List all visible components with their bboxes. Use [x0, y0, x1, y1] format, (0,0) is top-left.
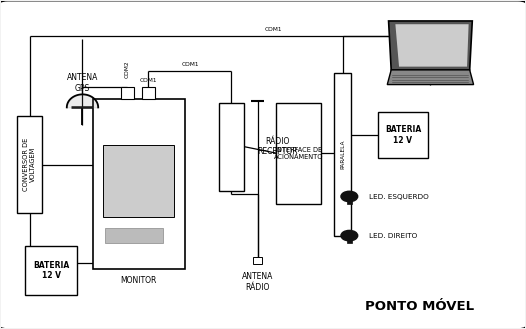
- Bar: [25, 246, 77, 295]
- Bar: [104, 145, 174, 217]
- Text: RÁDIO
RECEPTOR: RÁDIO RECEPTOR: [257, 137, 298, 156]
- Text: ANTENA
GPS: ANTENA GPS: [67, 73, 98, 93]
- Bar: [17, 115, 42, 214]
- Circle shape: [341, 191, 358, 202]
- Polygon shape: [387, 70, 473, 85]
- Text: MONITOR: MONITOR: [120, 276, 157, 285]
- Text: PONTO MÓVEL: PONTO MÓVEL: [366, 300, 474, 313]
- Bar: [120, 87, 134, 99]
- Text: ANTENA
RÁDIO: ANTENA RÁDIO: [242, 272, 274, 291]
- Text: COM1: COM1: [139, 78, 157, 83]
- Bar: [141, 87, 155, 99]
- Text: PARALELA: PARALELA: [340, 140, 345, 169]
- Text: INTERFACE DE
ACIONAMENTO: INTERFACE DE ACIONAMENTO: [274, 147, 323, 160]
- Bar: [218, 103, 244, 190]
- Text: LED. DIREITO: LED. DIREITO: [369, 233, 418, 239]
- Polygon shape: [389, 21, 472, 70]
- Text: BATERIA
12 V: BATERIA 12 V: [33, 261, 69, 280]
- Polygon shape: [396, 24, 469, 67]
- Bar: [378, 112, 428, 158]
- Text: COM1: COM1: [182, 62, 199, 67]
- Text: LED. ESQUERDO: LED. ESQUERDO: [369, 194, 429, 200]
- Bar: [253, 257, 262, 264]
- Text: CONVERSOR DE
VOLTAGEM: CONVERSOR DE VOLTAGEM: [23, 138, 36, 191]
- Circle shape: [341, 230, 358, 241]
- Bar: [334, 73, 351, 236]
- Bar: [276, 103, 320, 204]
- Text: BATERIA
12 V: BATERIA 12 V: [385, 125, 421, 145]
- Text: COM1: COM1: [265, 27, 282, 32]
- Text: COM2: COM2: [125, 60, 130, 78]
- Bar: [347, 237, 352, 243]
- Bar: [105, 228, 163, 243]
- Bar: [93, 99, 185, 269]
- Bar: [347, 198, 352, 204]
